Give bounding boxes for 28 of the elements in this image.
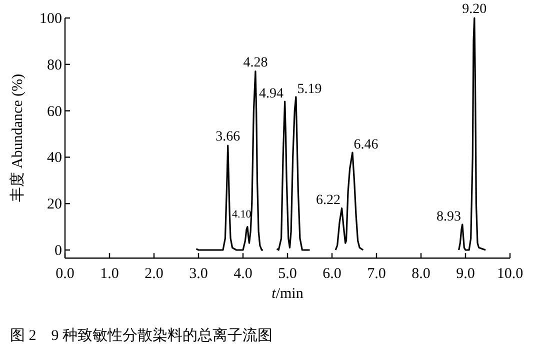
x-tick-label: 6.0	[322, 266, 342, 282]
x-tick-label: 10.0	[496, 266, 524, 282]
y-axis-title: 丰度 Abundance (%)	[9, 74, 26, 202]
x-tick-label: 8.0	[412, 266, 430, 282]
annotation: 9.20	[462, 2, 487, 17]
y-tick-label: 40	[47, 150, 62, 166]
y-tick-label: 100	[40, 11, 62, 27]
y-tick-label: 20	[47, 196, 62, 213]
x-tick-label: 2.0	[144, 266, 164, 282]
caption: 图 2 9 种致敏性分散染料的总离子流图	[10, 327, 272, 344]
x-tick-label: 0.0	[56, 266, 74, 282]
x-axis-title: t/min	[272, 286, 304, 302]
x-tick-label: 9.0	[456, 266, 475, 282]
x-tick-label: 5.0	[278, 266, 297, 282]
x-tick-label: 1.0	[100, 266, 119, 282]
annotation: 8.93	[436, 209, 462, 224]
annotation: 6.46	[354, 138, 378, 153]
annotation: 3.66	[216, 130, 240, 145]
x-tick-label: 4.0	[234, 266, 252, 282]
y-tick-label: 60	[47, 104, 62, 120]
x-tick-label: 7.0	[367, 266, 386, 282]
annotation: 5.19	[297, 82, 322, 97]
annotation: 4.94	[258, 86, 284, 102]
x-tick-label: 3.0	[189, 266, 208, 282]
annotation: 6.22	[316, 193, 340, 208]
annotation: 4.28	[243, 55, 268, 70]
y-tick-label: 80	[47, 57, 62, 74]
y-tick-label: 0	[54, 243, 62, 259]
